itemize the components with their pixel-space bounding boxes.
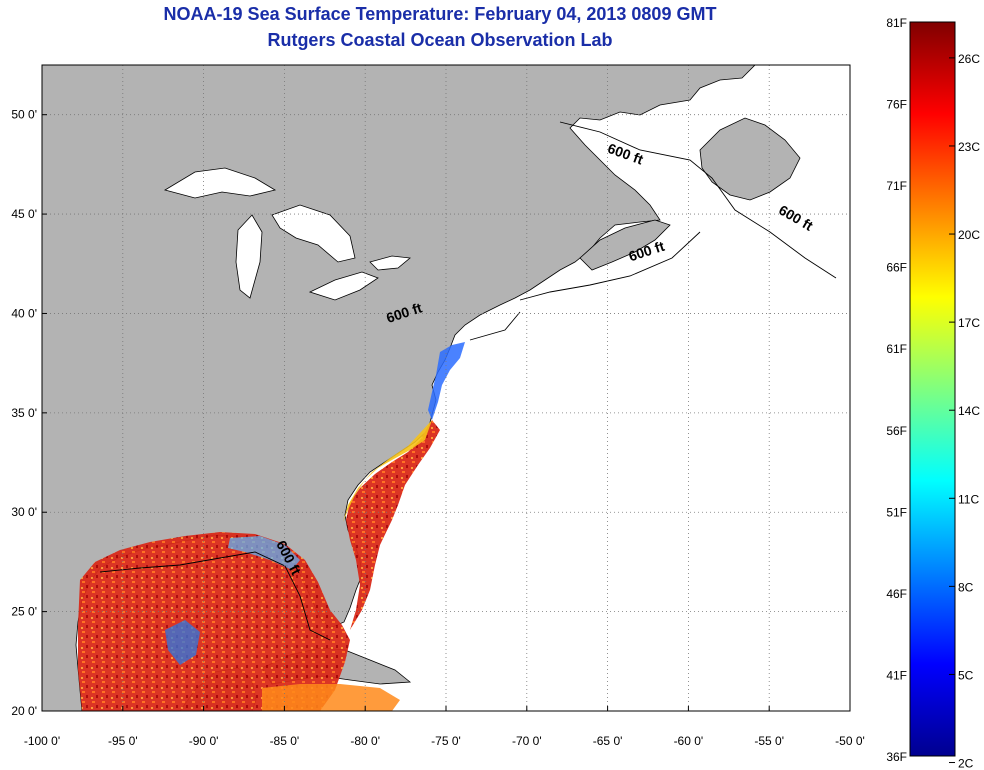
colorbar-f-label: 71F xyxy=(886,179,907,193)
colorbar-labels: 81F 76F 71F 66F 61F 56F 51F 46F 41F 36F 26C 23C 20C 1… xyxy=(886,16,980,770)
lon-tick-label: -85 0' xyxy=(270,734,300,748)
lon-tick-label: -55 0' xyxy=(754,734,784,748)
colorbar-c-label: 5C xyxy=(958,668,974,682)
sst-shelf-cold xyxy=(428,342,465,420)
lat-tick-label: 45 0' xyxy=(11,207,37,221)
colorbar-c-label: 2C xyxy=(958,757,974,770)
colorbar-f-label: 51F xyxy=(886,505,907,519)
colorbar-f-label: 61F xyxy=(886,342,907,356)
colorbar-c-label: 11C xyxy=(958,492,979,506)
map-subtitle: Rutgers Coastal Ocean Observation Lab xyxy=(267,30,613,50)
colorbar-c-label: 26C xyxy=(958,52,980,66)
lon-tick-label: -100 0' xyxy=(24,734,60,748)
colorbar-c-label: 17C xyxy=(958,316,980,330)
colorbar-f-label: 46F xyxy=(886,587,907,601)
colorbar-c-label: 14C xyxy=(958,404,980,418)
colorbar-c-label: 20C xyxy=(958,228,980,242)
map-frame xyxy=(41,64,851,712)
lon-tick-label: -70 0' xyxy=(512,734,542,748)
colorbar-f-label: 66F xyxy=(886,261,907,275)
lon-tick-label: -60 0' xyxy=(674,734,704,748)
lon-tick-label: -95 0' xyxy=(108,734,138,748)
colorbar xyxy=(909,21,956,757)
map-title: NOAA-19 Sea Surface Temperature: Februar… xyxy=(163,4,717,24)
sst-caribbean xyxy=(262,684,400,711)
lon-tick-label: -80 0' xyxy=(350,734,380,748)
land-nova-scotia xyxy=(579,219,671,271)
colorbar-f-label: 56F xyxy=(886,424,907,438)
colorbar-c-label: 23C xyxy=(958,140,980,154)
sst-gulf-coastal xyxy=(228,536,300,570)
sst-gulf-cool-patch xyxy=(165,620,200,665)
lon-tick-label: -75 0' xyxy=(431,734,461,748)
lon-tick-label: -65 0' xyxy=(593,734,623,748)
colorbar-c-label: 8C xyxy=(958,580,974,594)
lat-tick-label: 35 0' xyxy=(11,406,37,420)
sst-gulf-of-mexico xyxy=(78,532,350,711)
sst-gulf-stream xyxy=(346,420,440,630)
lat-tick-label: 20 0' xyxy=(11,704,37,718)
lat-tick-label: 30 0' xyxy=(11,505,37,519)
colorbar-f-label: 76F xyxy=(886,98,907,112)
lon-tick-label: -50 0' xyxy=(835,734,865,748)
lon-tick-label: -90 0' xyxy=(189,734,219,748)
sst-shelf-warm xyxy=(343,420,432,522)
colorbar-f-label: 41F xyxy=(886,668,907,682)
lat-tick-label: 40 0' xyxy=(11,306,37,320)
land-newfoundland xyxy=(699,117,801,201)
isobath-600ft xyxy=(99,121,837,641)
lat-tick-label: 50 0' xyxy=(11,108,37,122)
great-lakes xyxy=(163,167,411,301)
colorbar-f-label: 36F xyxy=(886,750,907,764)
colorbar-f-label: 81F xyxy=(886,16,907,30)
lat-tick-label: 25 0' xyxy=(11,605,37,619)
